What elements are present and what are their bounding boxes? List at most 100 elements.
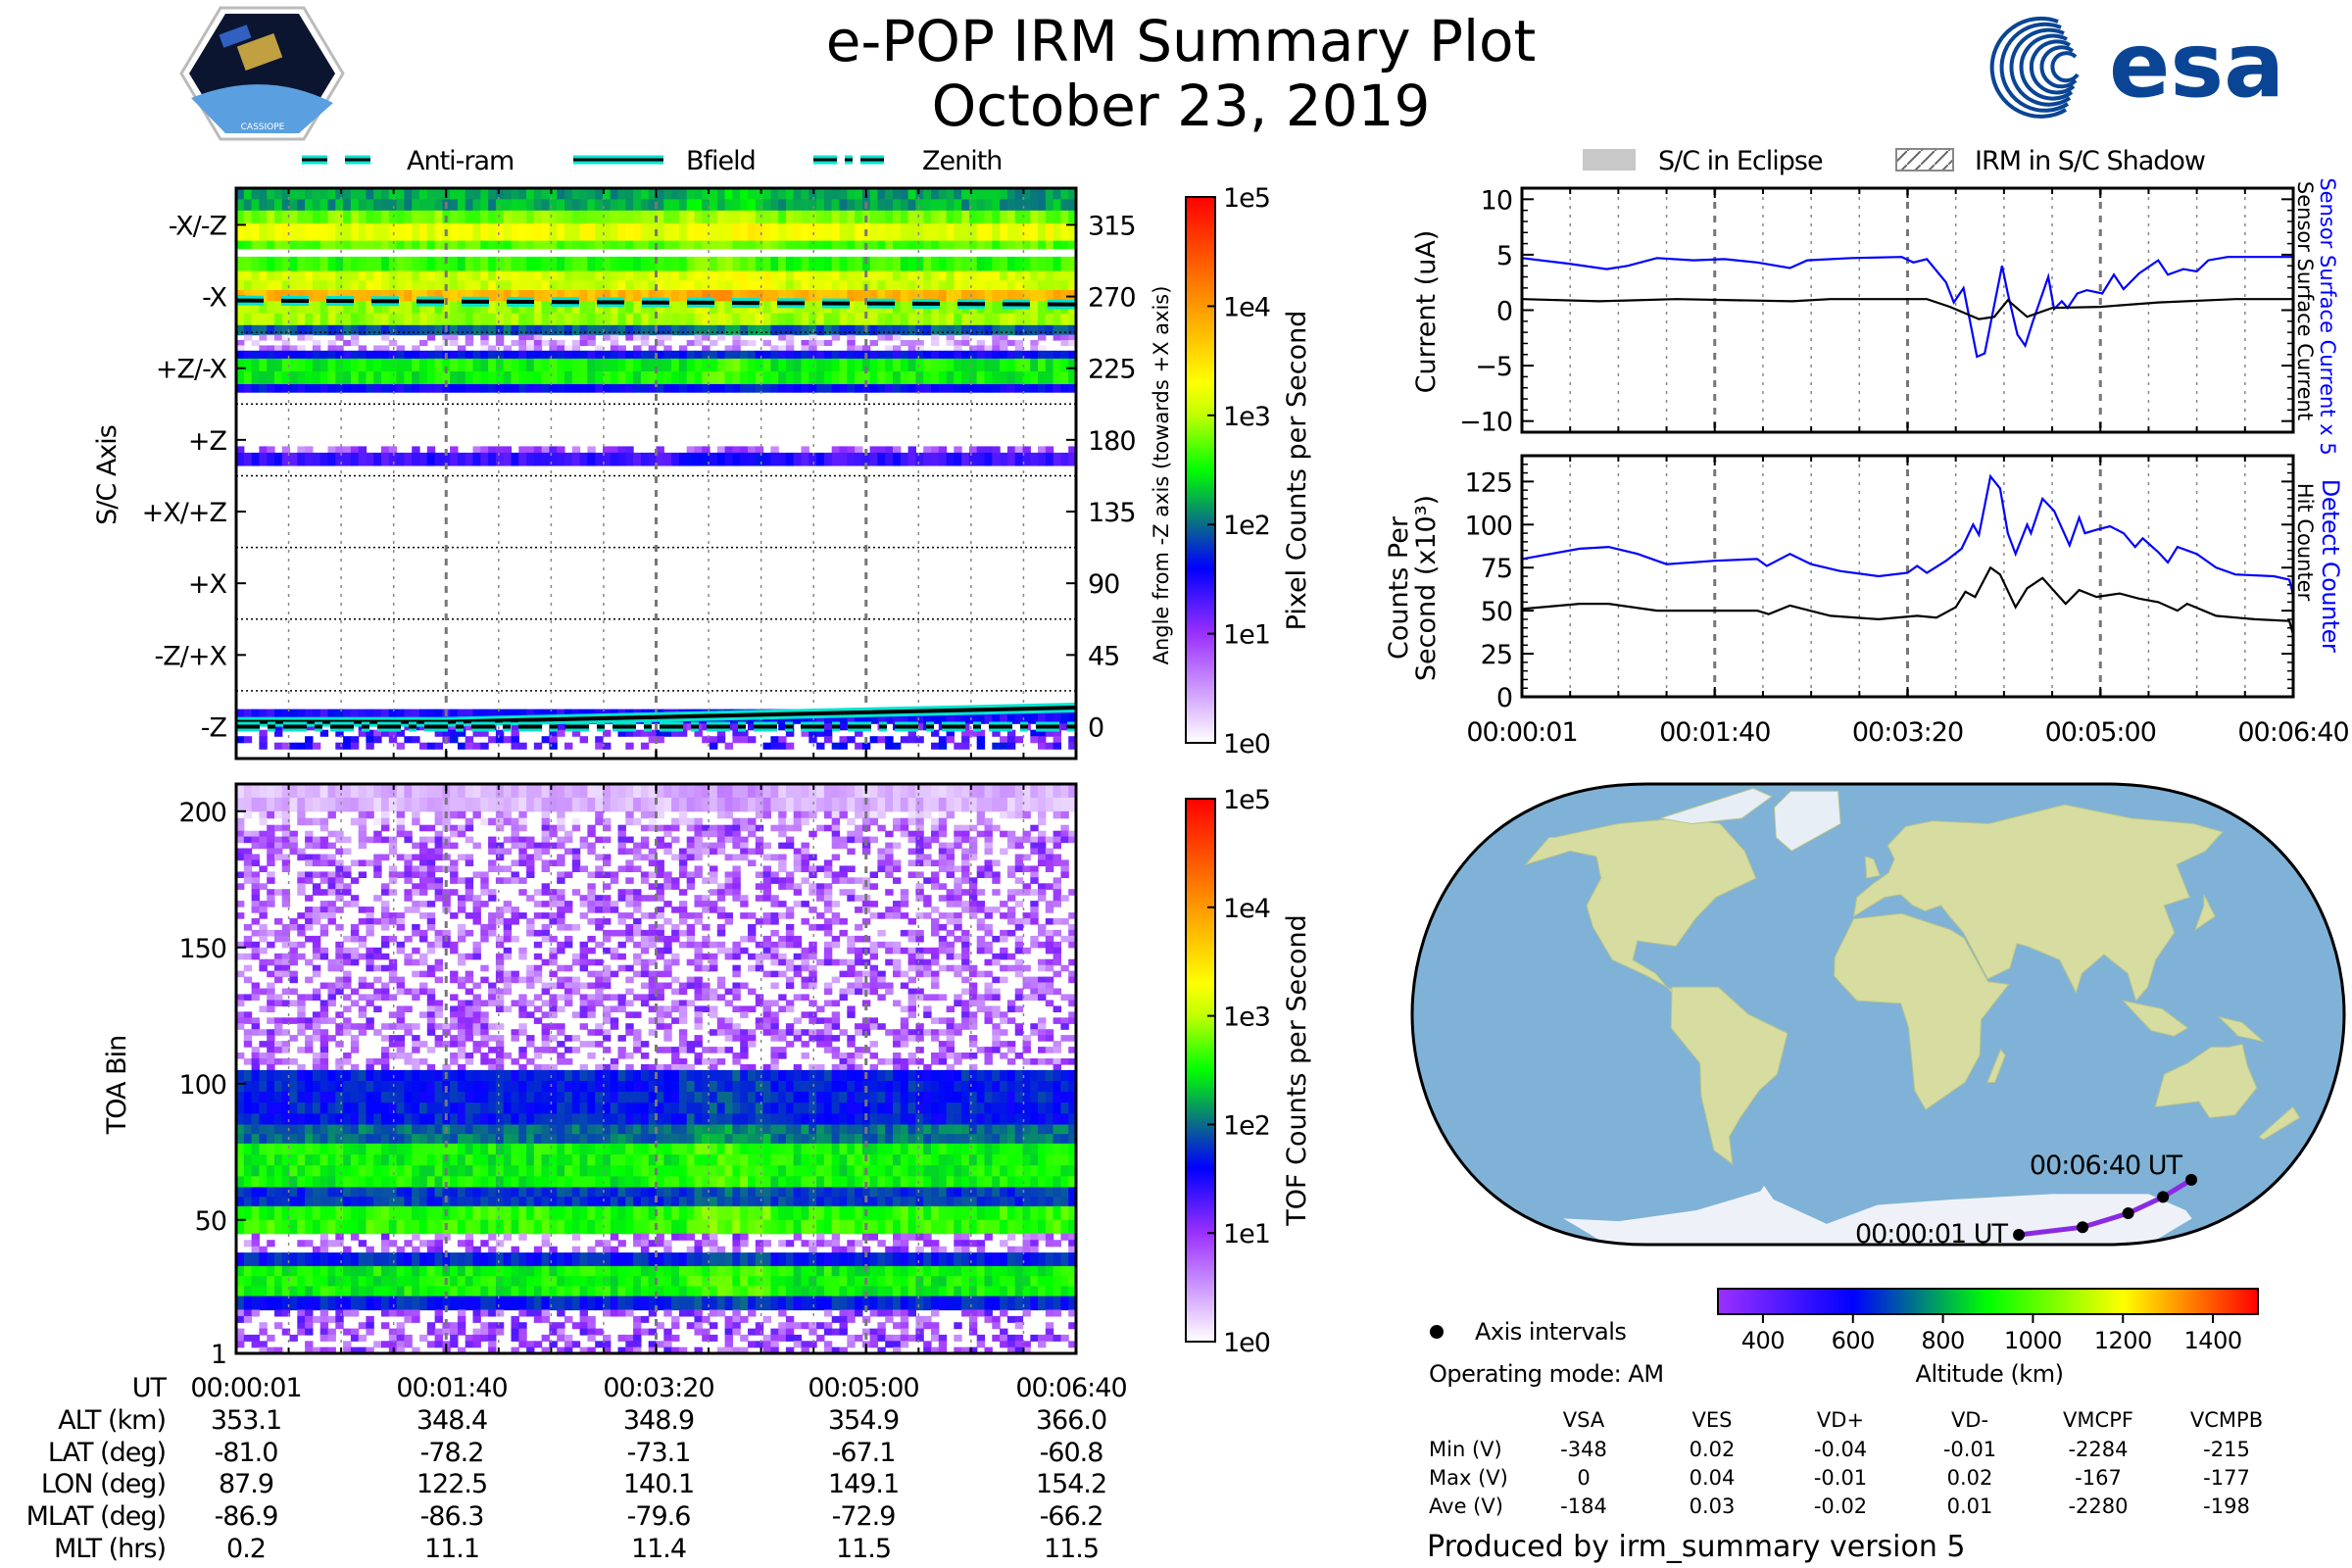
- heatmap-cell: [946, 854, 955, 861]
- heatmap-cell: [426, 824, 436, 832]
- heatmap-cell: [732, 324, 741, 336]
- heatmap-cell: [503, 324, 513, 336]
- heatmap-cell: [816, 256, 825, 272]
- heatmap-cell: [495, 371, 505, 385]
- heatmap-cell: [710, 906, 718, 913]
- heatmap-cell: [816, 895, 825, 902]
- heatmap-cell: [694, 350, 703, 360]
- heatmap-cell: [327, 877, 336, 884]
- heatmap-cell: [915, 824, 924, 832]
- heatmap-cell: [305, 830, 314, 838]
- heatmap-cell: [236, 384, 245, 393]
- heatmap-cell: [335, 709, 344, 724]
- heatmap-cell: [907, 859, 916, 866]
- heatmap-cell: [595, 836, 604, 844]
- heatmap-cell: [267, 313, 275, 326]
- heatmap-cell: [419, 210, 428, 224]
- heatmap-cell: [625, 452, 634, 466]
- heatmap-cell: [350, 240, 360, 250]
- heatmap-cell: [961, 964, 970, 972]
- heatmap-cell: [801, 859, 809, 866]
- heatmap-cell: [617, 784, 626, 799]
- heatmap-cell: [724, 824, 733, 832]
- heatmap-cell: [801, 953, 809, 960]
- heatmap-cell: [839, 970, 848, 978]
- heatmap-cell: [900, 709, 909, 724]
- heatmap-cell: [823, 240, 833, 250]
- heatmap-cell: [724, 290, 733, 302]
- heatmap-cell: [396, 982, 405, 990]
- heatmap-cell: [938, 824, 948, 832]
- heatmap-cell: [366, 270, 374, 281]
- heatmap-cell: [748, 736, 757, 744]
- heatmap-cell: [526, 270, 535, 281]
- heatmap-cell: [702, 256, 710, 272]
- heatmap-cell: [603, 1035, 612, 1042]
- heatmap-cell: [587, 188, 596, 200]
- heatmap-cell: [297, 334, 306, 341]
- heatmap-cell: [694, 901, 703, 907]
- heatmap-cell: [312, 350, 321, 360]
- heatmap-cell: [419, 982, 428, 990]
- overlay-core: [236, 705, 1077, 724]
- heatmap-cell: [992, 976, 1001, 984]
- heatmap-cell: [587, 970, 596, 978]
- heatmap-cell: [1053, 222, 1061, 242]
- heatmap-cell: [770, 452, 779, 466]
- heatmap-cell: [724, 988, 733, 996]
- heatmap-cell: [678, 1041, 688, 1048]
- heatmap-cell: [694, 358, 703, 372]
- heatmap-cell: [426, 1000, 436, 1006]
- heatmap-cell: [396, 1005, 405, 1012]
- heatmap-cell: [610, 280, 619, 291]
- heatmap-cell: [541, 240, 550, 250]
- heatmap-cell: [412, 240, 420, 250]
- heatmap-cell: [358, 188, 368, 200]
- heatmap-cell: [419, 301, 428, 315]
- heatmap-cell: [801, 817, 809, 826]
- heatmap-cell: [732, 842, 741, 850]
- heatmap-cell: [946, 810, 955, 819]
- heatmap-cell: [396, 871, 405, 878]
- heatmap-cell: [946, 210, 955, 224]
- heatmap-cell: [267, 452, 275, 466]
- heatmap-cell: [480, 313, 489, 326]
- heatmap-cell: [900, 240, 909, 250]
- heatmap-cell: [526, 1011, 535, 1018]
- heatmap-cell: [549, 889, 558, 896]
- heatmap-cell: [946, 452, 955, 466]
- heatmap-cell: [1038, 1035, 1047, 1042]
- heatmap-cell: [984, 988, 993, 996]
- heatmap-cell: [465, 384, 474, 393]
- heatmap-cell: [900, 1017, 909, 1024]
- heatmap-cell: [686, 836, 696, 844]
- heatmap-cell: [327, 1000, 336, 1006]
- heatmap-cell: [877, 452, 886, 466]
- heatmap-cell: [710, 953, 718, 960]
- heatmap-cell: [839, 1029, 848, 1036]
- heatmap-cell: [434, 830, 443, 838]
- heatmap-cell: [434, 210, 443, 224]
- heatmap-cell: [694, 964, 703, 972]
- heatmap-cell: [671, 240, 680, 250]
- heatmap-cell: [931, 797, 940, 812]
- heatmap-cell: [801, 842, 809, 850]
- heatmap-cell: [526, 199, 535, 212]
- heatmap-cell: [724, 256, 733, 272]
- heatmap-cell: [319, 270, 329, 281]
- heatmap-cell: [533, 964, 543, 972]
- heatmap-cell: [518, 976, 527, 984]
- heatmap-cell: [831, 1011, 841, 1018]
- heatmap-cell: [366, 280, 374, 291]
- heatmap-cell: [495, 1035, 505, 1042]
- heatmap-cell: [457, 830, 466, 838]
- heatmap-cell: [305, 188, 314, 200]
- heatmap-cell: [1053, 334, 1061, 341]
- heatmap-cell: [327, 301, 336, 315]
- heatmap-cell: [350, 188, 360, 200]
- heatmap-cell: [358, 1029, 368, 1036]
- heatmap-cell: [778, 240, 787, 250]
- heatmap-cell: [938, 865, 948, 872]
- heatmap-cell: [366, 929, 374, 937]
